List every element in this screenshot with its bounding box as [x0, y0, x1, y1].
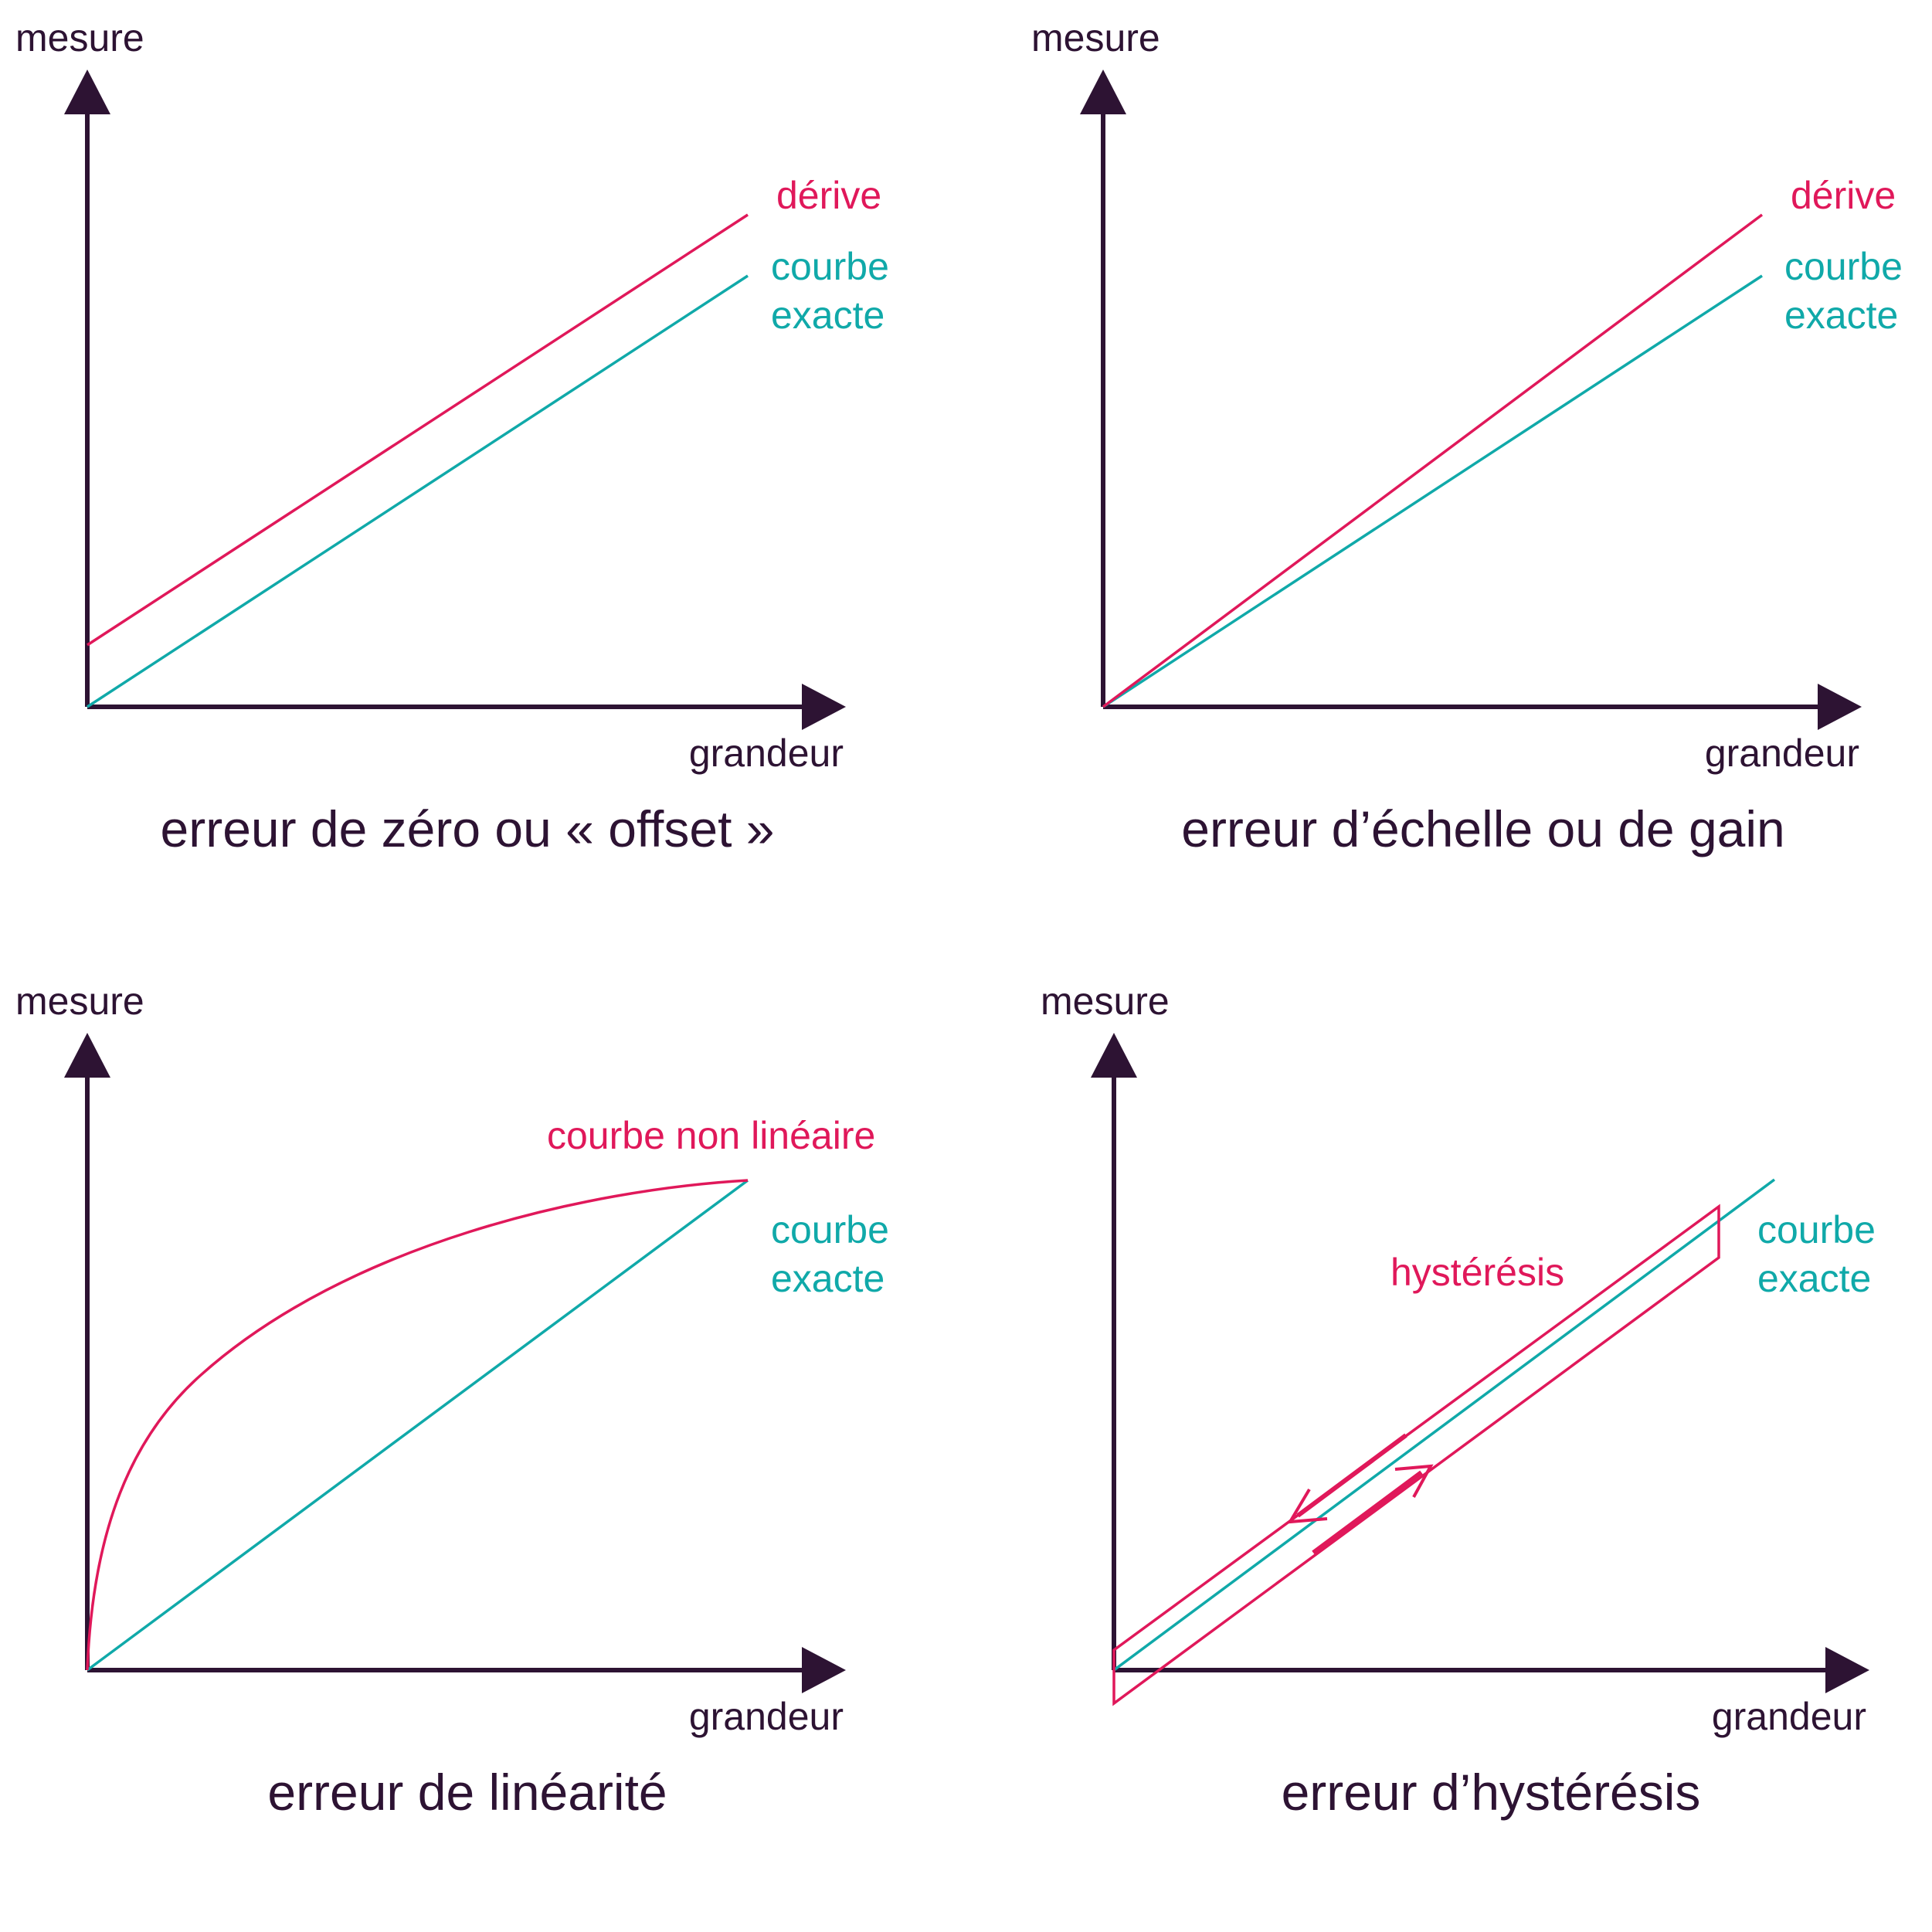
y-axis-label: mesure: [1041, 980, 1170, 1023]
x-axis-label: grandeur: [689, 732, 844, 775]
error-curve: [87, 213, 749, 647]
exact-curve: [1102, 274, 1763, 708]
decreasing-arrow-head-icon: [1287, 1488, 1328, 1524]
nonlinear-curve: [86, 1179, 749, 1671]
error-curve-label: dérive: [1791, 174, 1896, 217]
exact-curve: [86, 1179, 749, 1672]
exact-curve: [1112, 1178, 1776, 1672]
y-axis-label: mesure: [1031, 16, 1160, 59]
exact-curve-label-line1: courbe: [1784, 245, 1903, 288]
x-axis-label: grandeur: [689, 1695, 844, 1738]
exact-curve-label-line2: exacte: [771, 1257, 885, 1300]
panel-linearity-error: mesure grandeur courbe non linéaire cour…: [15, 980, 889, 1821]
y-axis-arrow-icon: [64, 1033, 110, 1078]
exact-curve-label-line2: exacte: [1784, 294, 1898, 337]
x-axis-arrow-icon: [802, 1647, 846, 1693]
exact-curve: [87, 274, 749, 708]
exact-curve-label-line2: exacte: [771, 294, 885, 337]
x-axis-label: grandeur: [1705, 732, 1859, 775]
error-curve-label: hystérésis: [1390, 1251, 1564, 1294]
y-axis-label: mesure: [15, 16, 144, 59]
y-axis-label: mesure: [15, 980, 144, 1023]
panel-caption: erreur de linéarité: [267, 1764, 667, 1821]
y-axis-arrow-icon: [64, 70, 110, 114]
increasing-arrow: [1312, 1470, 1423, 1555]
increasing-arrow-head-icon: [1394, 1464, 1434, 1498]
exact-curve-label-line2: exacte: [1757, 1257, 1871, 1300]
y-axis-arrow-icon: [1091, 1033, 1137, 1078]
x-axis-arrow-icon: [1818, 684, 1862, 730]
y-axis-arrow-icon: [1080, 70, 1126, 114]
panel-hysteresis-error: mesure grandeur hystérésis courbe exacte…: [1041, 980, 1876, 1821]
x-axis-arrow-icon: [802, 684, 846, 730]
panel-caption: erreur d’hystérésis: [1282, 1764, 1701, 1821]
error-curve: [1102, 213, 1764, 708]
hysteresis-loop: [1112, 1204, 1720, 1706]
panel-gain-error: mesure grandeur dérive courbe exacte err…: [1031, 16, 1903, 857]
error-curve-label: courbe non linéaire: [547, 1114, 875, 1157]
exact-curve-label-line1: courbe: [1757, 1208, 1876, 1251]
panel-caption: erreur d’échelle ou de gain: [1181, 800, 1785, 857]
panel-offset-error: mesure grandeur dérive courbe exacte err…: [15, 16, 889, 857]
x-axis-label: grandeur: [1712, 1695, 1866, 1738]
decreasing-arrow: [1296, 1433, 1407, 1518]
x-axis-arrow-icon: [1825, 1647, 1869, 1693]
exact-curve-label-line1: courbe: [771, 1208, 889, 1251]
panel-caption: erreur de zéro ou « offset »: [161, 800, 775, 857]
exact-curve-label-line1: courbe: [771, 245, 889, 288]
error-curve-label: dérive: [776, 174, 881, 217]
